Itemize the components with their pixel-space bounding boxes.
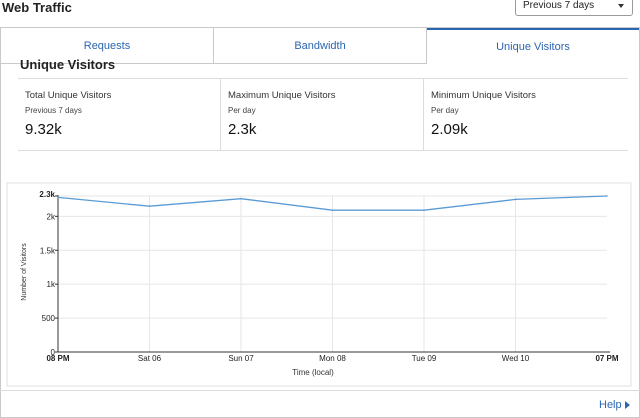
data-point — [606, 195, 608, 197]
chevron-down-icon — [618, 4, 624, 8]
page-title: Web Traffic — [2, 0, 72, 15]
data-point — [331, 209, 334, 212]
play-arrow-icon — [624, 401, 630, 410]
y-axis-ticks: 2.3k 2k 1.5k 1k 500 0 — [39, 190, 58, 357]
y-tick-label: 2.3k — [39, 190, 55, 199]
data-point — [240, 197, 242, 200]
tab-unique-visitors[interactable]: Unique Visitors — [427, 28, 639, 64]
x-tick-label: Sun 07 — [228, 354, 254, 363]
x-tick-label: Mon 08 — [319, 354, 346, 363]
x-tick-label: Tue 09 — [412, 354, 437, 363]
unique-visitors-chart: 2.3k 2k 1.5k 1k 500 0 08 PM Sat 06 Sun 07 Mon 08… — [6, 182, 632, 387]
time-range-select[interactable]: Previous 7 days — [515, 0, 633, 16]
tab-requests[interactable]: Requests — [1, 28, 214, 64]
chart-series — [57, 195, 608, 212]
chart-frame — [6, 182, 632, 387]
x-tick-label: 08 PM — [46, 354, 69, 363]
x-tick-label: Sat 06 — [138, 354, 162, 363]
tab-bandwidth[interactable]: Bandwidth — [214, 28, 427, 64]
stat-value: 2.09k — [431, 121, 468, 138]
stat-value: 2.3k — [228, 121, 257, 138]
data-point — [423, 209, 425, 212]
x-tick-label: Wed 10 — [502, 354, 530, 363]
footer-divider — [0, 390, 640, 391]
help-label: Help — [599, 399, 622, 411]
data-point — [57, 196, 59, 199]
stat-value: 9.32k — [25, 121, 62, 138]
chart-grid — [58, 195, 607, 352]
y-tick-label: 0 — [51, 348, 56, 357]
stat-total-unique-visitors: Total Unique Visitors Previous 7 days 9.… — [18, 79, 221, 150]
data-point — [514, 198, 517, 201]
time-range-value: Previous 7 days — [523, 0, 595, 11]
help-link[interactable]: Help — [599, 399, 630, 411]
y-tick-label: 1k — [47, 280, 56, 289]
stats-row: Total Unique Visitors Previous 7 days 9.… — [18, 78, 628, 151]
stat-label: Minimum Unique Visitors — [431, 90, 536, 101]
x-axis-ticks: 08 PM Sat 06 Sun 07 Mon 08 Tue 09 Wed 10 07 PM — [46, 354, 618, 363]
stat-sub: Per day — [431, 106, 459, 115]
y-tick-label: 1.5k — [40, 246, 56, 255]
x-axis-title: Time (local) — [292, 368, 334, 377]
stat-label: Maximum Unique Visitors — [228, 90, 336, 101]
y-tick-label: 500 — [42, 314, 56, 323]
y-axis-title: Number of Visitors — [21, 243, 28, 301]
metric-tabs: Requests Bandwidth Unique Visitors — [1, 28, 639, 64]
data-point — [148, 205, 151, 207]
y-tick-label: 2k — [47, 212, 56, 221]
stat-sub: Per day — [228, 106, 256, 115]
section-title: Unique Visitors — [20, 57, 116, 72]
x-tick-label: 07 PM — [595, 354, 618, 363]
stat-sub: Previous 7 days — [25, 106, 82, 115]
stat-min-unique-visitors: Minimum Unique Visitors Per day 2.09k — [424, 79, 627, 150]
stat-max-unique-visitors: Maximum Unique Visitors Per day 2.3k — [221, 79, 424, 150]
stat-label: Total Unique Visitors — [25, 90, 112, 101]
